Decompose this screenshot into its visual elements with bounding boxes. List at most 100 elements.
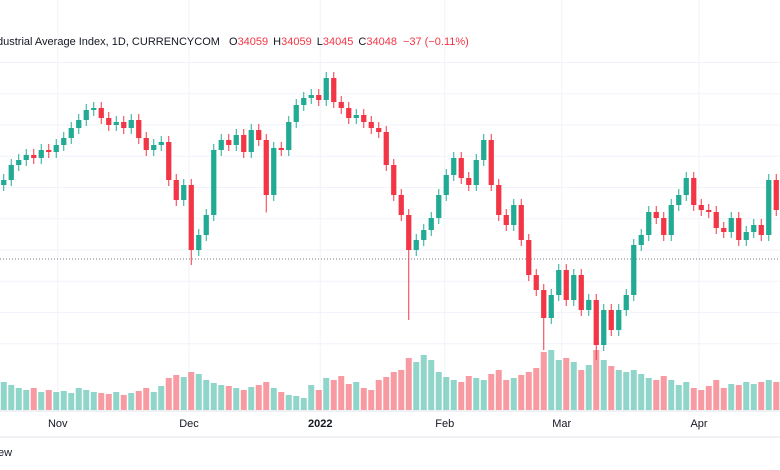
symbol: dustrial Average Index, 1D, CURRENCYCOM: [0, 36, 220, 48]
volume-bar: [518, 375, 525, 410]
volume-bar: [90, 392, 97, 410]
candle-body: [143, 138, 149, 150]
candle-body: [196, 235, 202, 250]
candle-body: [353, 115, 359, 118]
volume-bar: [98, 393, 105, 410]
volume-bar: [765, 380, 772, 410]
volume-bar: [293, 396, 300, 410]
quote-value: 34045: [323, 36, 354, 48]
volume-bar: [570, 362, 577, 410]
quote-value: 34048: [366, 36, 397, 48]
candle-body: [608, 310, 614, 330]
volume-bar: [668, 380, 675, 410]
volume-bar: [773, 382, 780, 410]
candle-body: [301, 98, 307, 105]
candle-body: [308, 95, 314, 98]
volume-pane: [0, 350, 780, 410]
candle-body: [256, 130, 262, 140]
candle-body: [563, 270, 569, 300]
candle-body: [16, 160, 22, 165]
candle-body: [526, 240, 532, 275]
candle-body: [91, 108, 97, 110]
volume-bar: [8, 385, 15, 410]
volume-bar: [83, 390, 90, 410]
candle-body: [668, 205, 674, 235]
candle-body: [496, 185, 502, 215]
volume-bar: [375, 380, 382, 410]
volume-bar: [503, 380, 510, 410]
volume-bar: [653, 380, 660, 410]
quote-value: 34059: [281, 36, 312, 48]
candle-body: [518, 205, 524, 240]
candle-body: [661, 218, 667, 235]
x-tick-label: Apr: [690, 418, 707, 430]
volume-bar: [278, 392, 285, 410]
volume-bar: [338, 376, 345, 410]
candle-body: [436, 195, 442, 218]
candle-body: [113, 122, 119, 125]
candle-body: [346, 108, 352, 118]
volume-bar: [458, 382, 465, 410]
candle-body: [166, 142, 172, 180]
volume-bar: [45, 390, 52, 410]
volume-bar: [165, 378, 172, 410]
candle-body: [158, 142, 164, 145]
candle-body: [458, 158, 464, 178]
volume-bar: [68, 393, 75, 410]
volume-bar: [533, 368, 540, 410]
volume-bar: [270, 388, 277, 410]
candle-body: [488, 140, 494, 185]
volume-bar: [308, 385, 315, 410]
volume-bar: [713, 380, 720, 410]
candle-body: [578, 275, 584, 310]
volume-bar: [495, 370, 502, 410]
candle-body: [683, 178, 689, 195]
candle-body: [76, 120, 82, 128]
candle-body: [323, 78, 329, 100]
candle-body: [758, 225, 764, 235]
x-tick-label: Dec: [179, 418, 199, 430]
candle-body: [601, 310, 607, 345]
candle-body: [121, 122, 127, 128]
volume-bar: [645, 378, 652, 410]
volume-bar: [623, 372, 630, 410]
volume-bar: [300, 398, 307, 410]
candle-body: [316, 95, 322, 100]
volume-bar: [150, 392, 157, 410]
candle-body: [706, 210, 712, 212]
volume-bar: [600, 360, 607, 410]
volume-bar: [660, 376, 667, 410]
change: −37 (−0.11%): [403, 36, 469, 48]
volume-bar: [428, 360, 435, 410]
candle-body: [181, 185, 187, 200]
volume-bar: [720, 388, 727, 410]
candle-body: [773, 180, 779, 210]
candle-body: [481, 140, 487, 160]
volume-bar: [540, 352, 547, 410]
candle-body: [241, 135, 247, 152]
x-tick-label: Nov: [48, 418, 68, 430]
candle-body: [766, 180, 772, 235]
candle-body: [38, 150, 44, 158]
volume-bar: [158, 386, 165, 410]
candle-body: [451, 158, 457, 175]
candle-body: [368, 122, 374, 128]
volume-bar: [30, 388, 37, 410]
volume-bar: [0, 382, 7, 410]
candle-body: [173, 180, 179, 200]
volume-bar: [743, 382, 750, 410]
volume-bar: [405, 358, 412, 410]
candle-body: [383, 132, 389, 165]
candle-body: [211, 150, 217, 215]
volume-bar: [390, 372, 397, 410]
candle-body: [743, 232, 749, 240]
volume-bar: [683, 382, 690, 410]
volume-bar: [638, 374, 645, 410]
volume-bar: [510, 378, 517, 410]
candle-body: [338, 102, 344, 108]
volume-bar: [525, 372, 532, 410]
quote-value: 34059: [238, 36, 269, 48]
quote-label: H: [273, 36, 281, 48]
volume-bar: [15, 388, 22, 410]
